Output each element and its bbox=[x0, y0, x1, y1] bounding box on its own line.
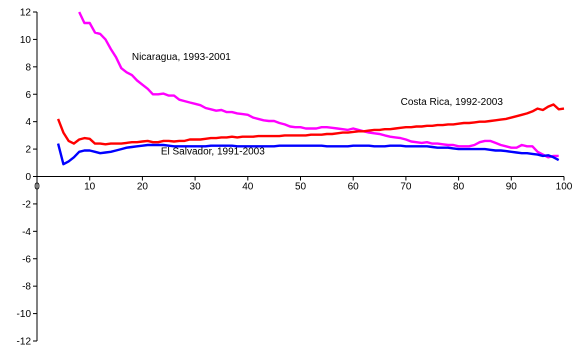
x-tick-label: 70 bbox=[400, 182, 412, 193]
x-tick-label: 100 bbox=[556, 182, 573, 193]
y-tick-label: -10 bbox=[17, 309, 32, 320]
y-tick-label: -4 bbox=[22, 227, 31, 238]
y-tick-label: 10 bbox=[20, 35, 32, 46]
y-tick-label: 4 bbox=[25, 117, 31, 128]
x-tick-label: 10 bbox=[84, 182, 96, 193]
y-tick-label: 8 bbox=[25, 62, 31, 73]
y-tick-label: -12 bbox=[17, 337, 32, 348]
series-line-nicaragua bbox=[78, 11, 559, 159]
series-line-el-salvador bbox=[56, 143, 560, 166]
series-label: Nicaragua, 1993-2001 bbox=[132, 52, 231, 63]
x-tick-label: 20 bbox=[137, 182, 149, 193]
x-tick-label: 30 bbox=[190, 182, 202, 193]
y-tick-label: -2 bbox=[22, 199, 31, 210]
x-tick-label: 0 bbox=[34, 182, 40, 193]
x-tick-label: 40 bbox=[242, 182, 254, 193]
x-tick-label: 60 bbox=[348, 182, 360, 193]
x-tick-label: 90 bbox=[506, 182, 518, 193]
x-tick-label: 80 bbox=[453, 182, 465, 193]
y-tick-label: 0 bbox=[25, 172, 31, 183]
series-line-costa-rica bbox=[56, 103, 565, 146]
y-tick-label: -8 bbox=[22, 282, 31, 293]
x-tick-label: 50 bbox=[295, 182, 307, 193]
y-tick-label: -6 bbox=[22, 254, 31, 265]
series-label: Costa Rica, 1992-2003 bbox=[401, 97, 504, 108]
y-tick-label: 2 bbox=[25, 145, 31, 156]
y-tick-label: 12 bbox=[20, 8, 32, 19]
series-layer bbox=[56, 11, 565, 166]
y-tick-label: 6 bbox=[25, 90, 31, 101]
series-label: El Salvador, 1991-2003 bbox=[161, 147, 265, 158]
annotation-layer: Nicaragua, 1993-2001 Costa Rica, 1992-200… bbox=[132, 52, 503, 158]
